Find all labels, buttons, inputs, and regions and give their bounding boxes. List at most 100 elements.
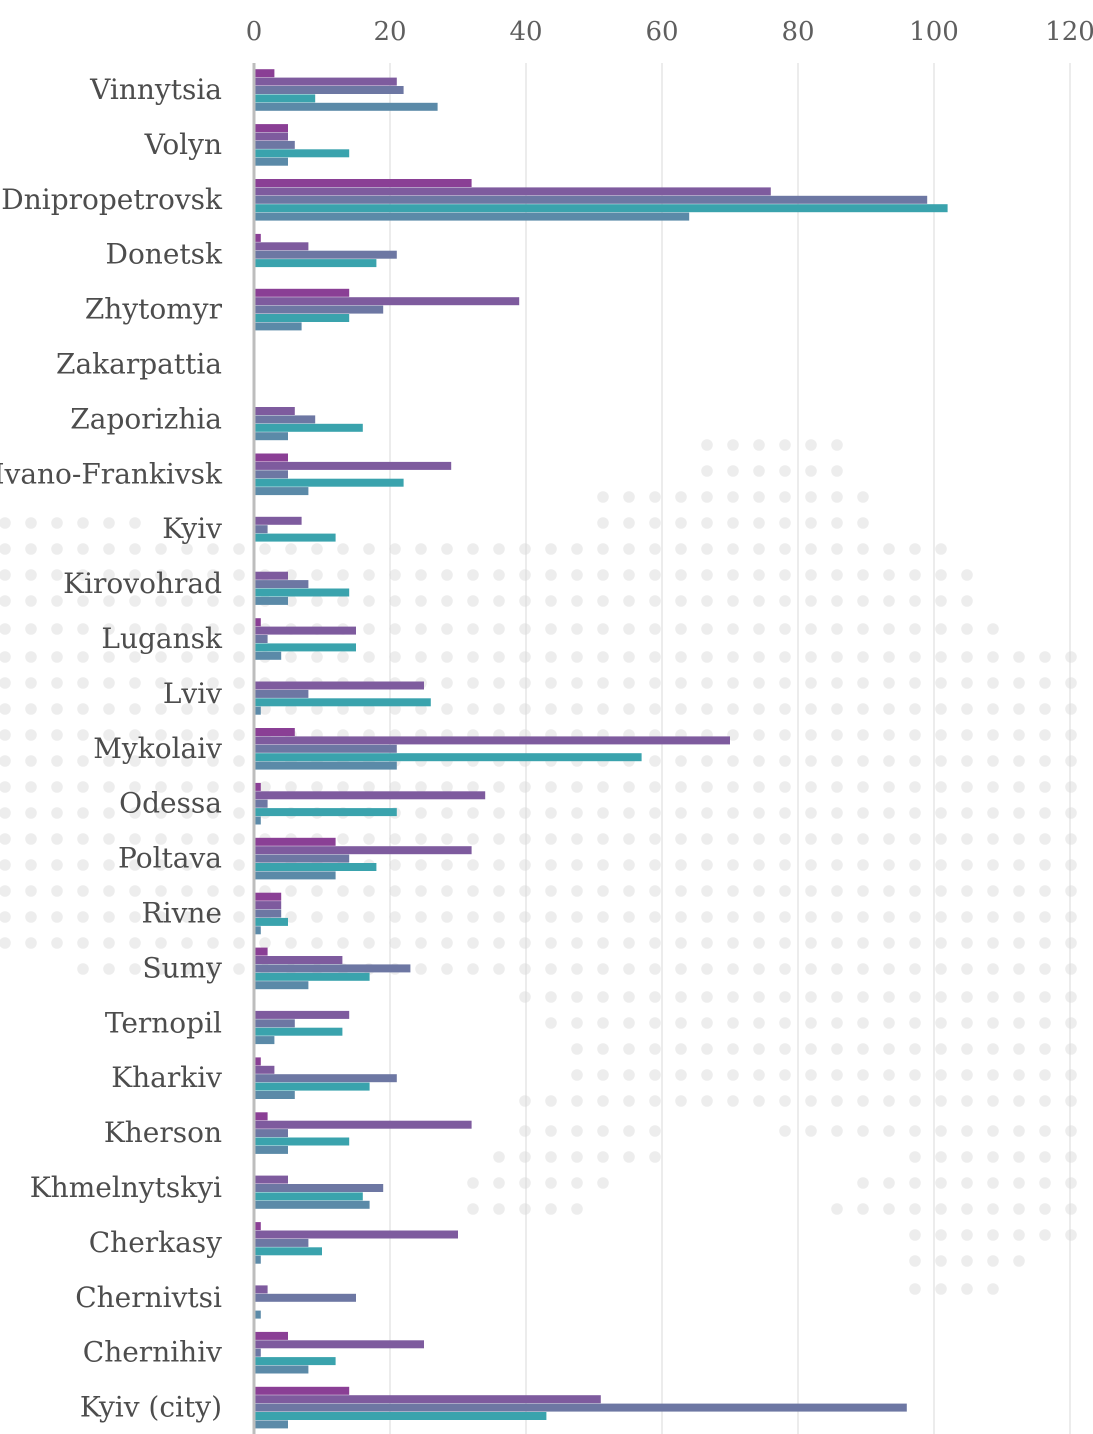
background-dot <box>649 677 661 689</box>
background-dot <box>77 703 89 715</box>
background-dot <box>883 703 895 715</box>
background-dot <box>415 859 427 871</box>
background-dot <box>0 543 11 555</box>
background-dot <box>129 885 141 897</box>
bar <box>254 77 397 86</box>
background-dot <box>571 991 583 1003</box>
bar <box>254 816 261 825</box>
background-dot <box>519 885 531 897</box>
background-dot <box>649 703 661 715</box>
background-dot <box>519 859 531 871</box>
x-tick-label: 20 <box>373 17 406 47</box>
background-dot <box>155 937 167 949</box>
background-dot <box>363 543 375 555</box>
background-dot <box>857 991 869 1003</box>
background-dot <box>935 833 947 845</box>
background-dot <box>909 859 921 871</box>
background-dot <box>0 781 11 793</box>
bar <box>254 981 309 990</box>
background-dot <box>51 781 63 793</box>
background-dot <box>285 651 297 663</box>
background-dot <box>597 703 609 715</box>
background-dot <box>935 755 947 767</box>
background-dot <box>753 623 765 635</box>
background-dot <box>181 729 193 741</box>
background-dot <box>1039 911 1051 923</box>
bar <box>254 972 370 981</box>
bar <box>254 728 295 736</box>
background-dot <box>77 833 89 845</box>
background-dot <box>597 1095 609 1107</box>
background-dot <box>233 885 245 897</box>
bar <box>254 681 424 690</box>
background-dot <box>467 703 479 715</box>
background-dot <box>233 781 245 793</box>
background-dot <box>155 729 167 741</box>
background-dot <box>961 885 973 897</box>
background-dot <box>519 807 531 819</box>
background-dot <box>1039 729 1051 741</box>
background-dot <box>987 703 999 715</box>
background-dot <box>519 1151 531 1163</box>
background-dot <box>1065 807 1077 819</box>
background-dot <box>961 991 973 1003</box>
background-dot <box>961 1125 973 1137</box>
bar <box>254 596 288 605</box>
background-dot <box>597 1125 609 1137</box>
background-dot <box>805 1069 817 1081</box>
background-dot <box>1039 1043 1051 1055</box>
background-dot <box>961 1095 973 1107</box>
bar <box>254 516 302 525</box>
background-dot <box>623 833 635 845</box>
bar <box>254 956 343 964</box>
background-dot <box>779 1125 791 1137</box>
background-dot <box>753 833 765 845</box>
background-dot <box>701 543 713 555</box>
background-dot <box>675 833 687 845</box>
background-dot <box>25 677 37 689</box>
background-dot <box>77 859 89 871</box>
background-dot <box>961 1069 973 1081</box>
background-dot <box>545 1203 557 1215</box>
background-dot <box>129 807 141 819</box>
background-dot <box>649 937 661 949</box>
background-dot <box>727 677 739 689</box>
background-dot <box>519 543 531 555</box>
background-dot <box>1065 1203 1077 1215</box>
background-dot <box>25 595 37 607</box>
category-label: Kharkiv <box>111 1061 222 1094</box>
background-dot <box>597 859 609 871</box>
background-dot <box>493 807 505 819</box>
background-dot <box>311 569 323 581</box>
background-dot <box>51 859 63 871</box>
background-dot <box>935 595 947 607</box>
background-dot <box>857 755 869 767</box>
background-dot <box>207 781 219 793</box>
background-dot <box>779 651 791 663</box>
background-dot <box>701 859 713 871</box>
bar <box>254 1310 261 1319</box>
background-dot <box>519 595 531 607</box>
background-dot <box>779 755 791 767</box>
background-dot <box>909 1203 921 1215</box>
background-dot <box>493 543 505 555</box>
background-dot <box>207 703 219 715</box>
background-dot <box>441 807 453 819</box>
background-dot <box>961 729 973 741</box>
background-dot <box>883 623 895 635</box>
background-dot <box>857 859 869 871</box>
background-dot <box>337 595 349 607</box>
background-dot <box>337 911 349 923</box>
background-dot <box>779 833 791 845</box>
background-dot <box>233 755 245 767</box>
background-dot <box>805 1125 817 1137</box>
background-dot <box>831 1203 843 1215</box>
bar <box>254 808 397 817</box>
background-dot <box>77 781 89 793</box>
background-dot <box>701 595 713 607</box>
background-dot <box>129 623 141 635</box>
background-dot <box>727 885 739 897</box>
bar <box>254 782 261 791</box>
bar <box>254 846 472 855</box>
background-dot <box>51 937 63 949</box>
